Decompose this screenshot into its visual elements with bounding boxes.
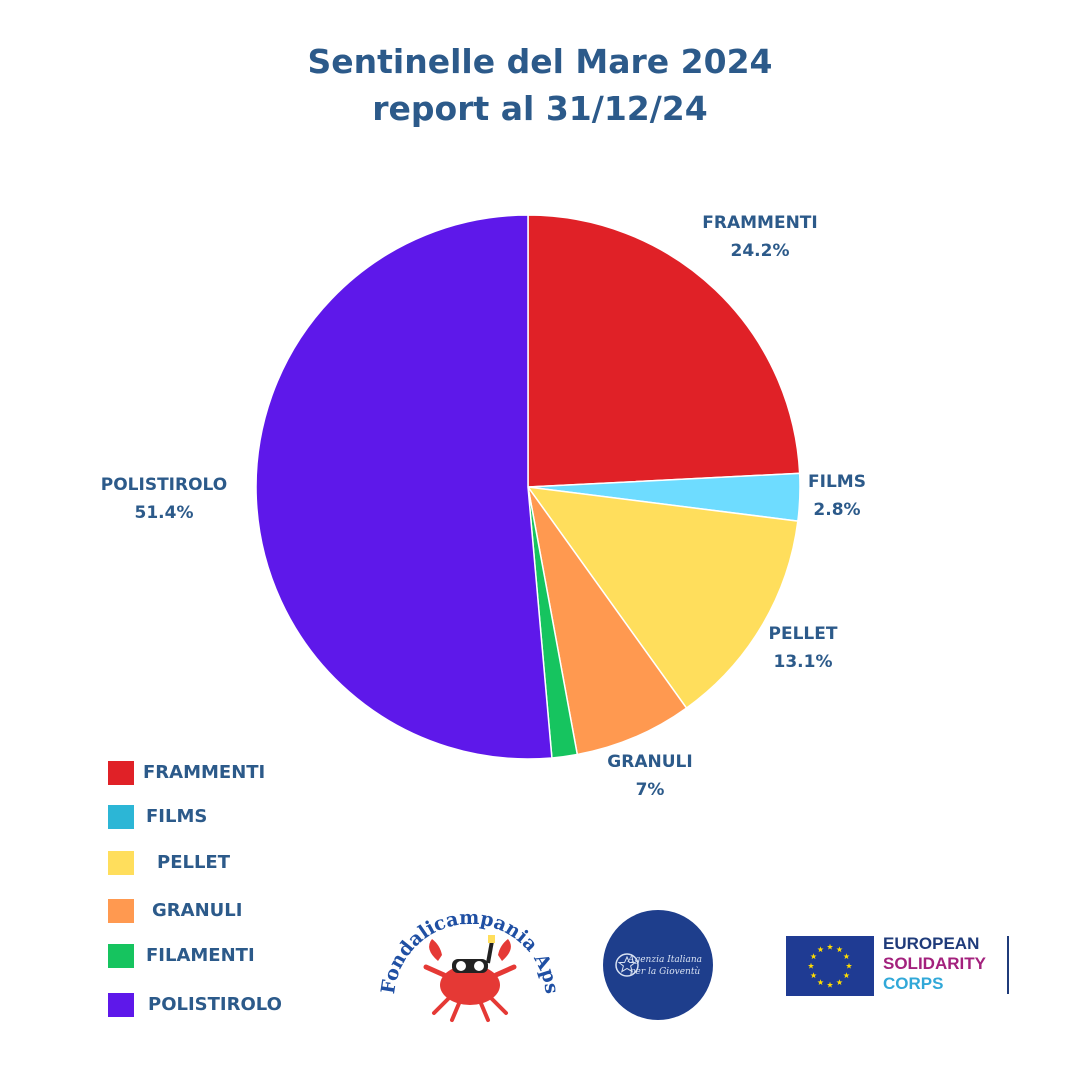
esc-line1: EUROPEAN [883,934,980,953]
esc-line2: SOLIDARITY [883,954,986,973]
chart-title: Sentinelle del Mare 2024 report al 31/12… [0,38,1080,132]
italian-emblem-icon [615,953,639,977]
pie-slice-polistirolo [255,214,553,760]
legend-swatch-filamenti [108,944,134,968]
eu-star-icon [817,979,824,986]
chart-title-line1: Sentinelle del Mare 2024 [307,42,773,81]
esc-logo: EUROPEAN SOLIDARITY CORPS [786,934,1016,998]
eu-star-icon [843,972,850,979]
pie-slice-frammenti [527,214,801,488]
agenzia-text-line1: Agenzia Italiana [627,955,702,965]
eu-star-icon [810,953,817,960]
pie-slice-granuli [527,486,688,756]
legend-swatch-granuli [108,899,134,923]
slice-value-films: 2.8% [813,500,860,520]
slice-value-pellet: 13.1% [774,652,833,672]
legend-label-frammenti: FRAMMENTI [143,762,266,783]
agenzia-text-line2: per la Gioventù [630,966,701,977]
eu-star-icon [845,962,853,969]
slice-value-frammenti: 24.2% [731,241,790,261]
legend-swatch-pellet [108,851,134,875]
legend-label-polistirolo: POLISTIROLO [148,994,282,1015]
slice-value-polistirolo: 51.4% [135,503,194,523]
slice-label-frammenti: FRAMMENTI [702,213,817,233]
esc-divider [1007,936,1009,994]
slice-label-granuli: GRANULI [607,752,692,772]
legend-swatch-frammenti [108,761,134,785]
esc-line3: CORPS [883,974,944,993]
slice-label-polistirolo: POLISTIROLO [101,475,227,495]
eu-star-icon [810,972,817,979]
eu-star-icon [826,943,834,950]
eu-star-icon [826,981,834,988]
legend-label-pellet: PELLET [157,852,231,873]
fondalicampania-logo: Fondalicampania Aps [380,907,560,1022]
slice-value-granuli: 7% [636,780,665,800]
legend-swatch-polistirolo [108,993,134,1017]
eu-star-icon [807,962,815,969]
slice-label-films: FILMS [808,472,866,492]
slice-label-pellet: PELLET [769,624,838,644]
legend-label-granuli: GRANULI [152,900,243,921]
eu-star-icon [817,946,824,953]
pie-slice-pellet [526,486,799,710]
eu-star-icon [836,979,843,986]
legend-label-filamenti: FILAMENTI [146,945,255,966]
legend-swatch-films [108,805,134,829]
agenzia-gioventu-logo: Agenzia Italiana per la Gioventù [603,910,713,1020]
crab-icon [423,935,517,1022]
eu-star-icon [836,946,843,953]
chart-title-line2: report al 31/12/24 [372,89,708,128]
eu-star-icon [843,953,850,960]
legend-label-films: FILMS [146,806,208,827]
eu-flag-icon [786,936,874,996]
